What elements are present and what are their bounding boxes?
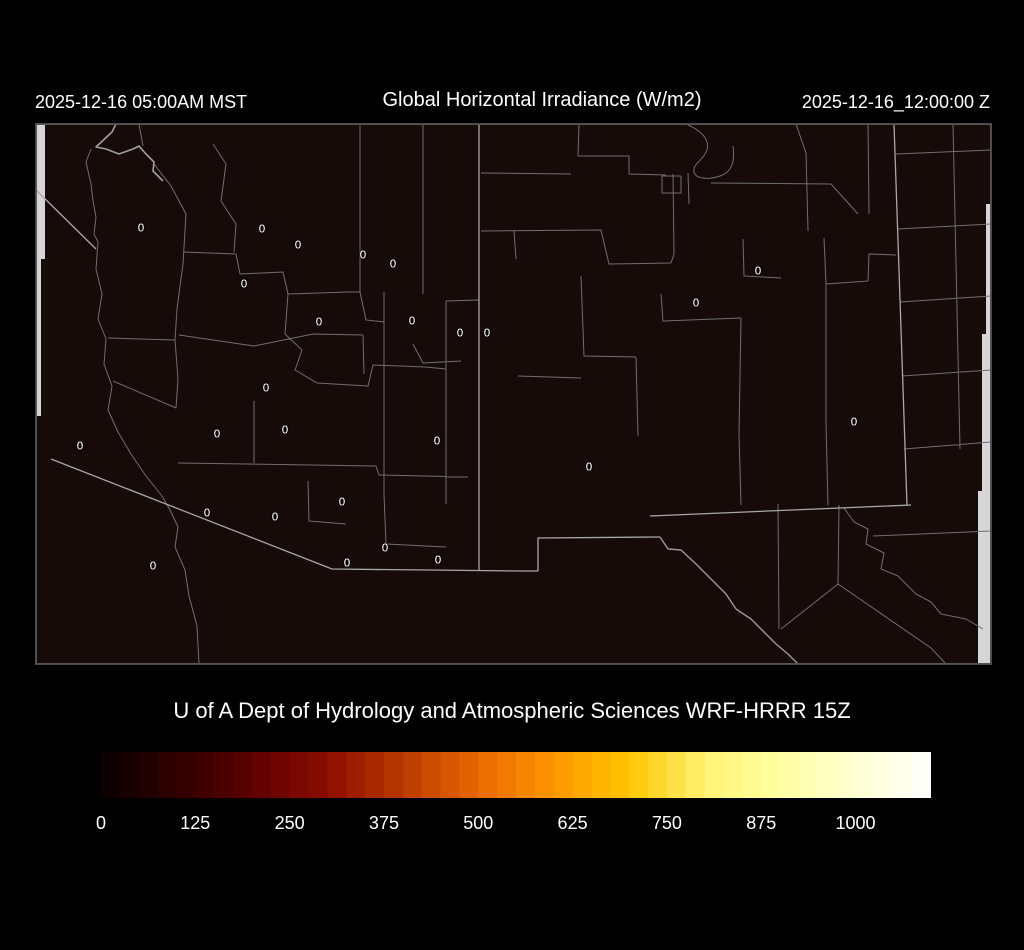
station-value-label: 0 <box>149 559 157 573</box>
station-value-label: 0 <box>754 264 762 278</box>
station-value-label: 0 <box>434 553 442 567</box>
station-value-label: 0 <box>850 415 858 429</box>
station-value-label: 0 <box>76 439 84 453</box>
colorbar-gradient <box>101 752 931 798</box>
source-caption: U of A Dept of Hydrology and Atmospheric… <box>173 698 851 723</box>
valid-time-utc-label: 2025-12-16_12:00:00 Z <box>801 92 990 112</box>
colorbar-tick-label: 250 <box>274 813 305 833</box>
station-value-label: 0 <box>315 315 323 329</box>
station-value-label: 0 <box>137 221 145 235</box>
station-value-label: 0 <box>240 277 248 291</box>
county-borders <box>85 124 991 664</box>
rio-grande-river <box>659 536 799 664</box>
map-stations: 0 0 0 0 0 0 0 0 0 0 0 0 0 0 0 0 0 0 0 0 0 0 0 0 0 0 <box>36 124 991 664</box>
station-value-label: 0 <box>408 314 416 328</box>
station-value-label: 0 <box>456 326 464 340</box>
station-value-label: 0 <box>271 510 279 524</box>
station-value-label: 0 <box>281 423 289 437</box>
station-value-label: 0 <box>585 460 593 474</box>
out-of-domain-right <box>978 204 991 664</box>
colorbar-tick-label: 750 <box>651 813 682 833</box>
valid-time-local-label: 2025-12-16 05:00AM MST <box>35 92 248 112</box>
station-value-label: 0 <box>203 506 211 520</box>
map-svg <box>36 124 991 664</box>
station-value-label: 0 <box>483 326 491 340</box>
colorbar-tick-label: 1000 <box>835 813 876 833</box>
colorbar-tick-label: 375 <box>368 813 399 833</box>
colorado-river <box>95 124 164 182</box>
station-value-label: 0 <box>338 495 346 509</box>
colorbar-tick-label: 500 <box>463 813 494 833</box>
colorbar-tick-label: 875 <box>746 813 777 833</box>
colorbar-ticks: 0 125 250 375 500 625 750 875 1000 <box>0 813 1024 837</box>
colorbar-tick-label: 0 <box>95 813 107 833</box>
colorbar-tick-label: 125 <box>180 813 211 833</box>
page-title: Global Horizontal Irradiance (W/m2) <box>382 89 702 111</box>
station-value-label: 0 <box>381 541 389 555</box>
station-value-label: 0 <box>359 248 367 262</box>
map-frame <box>36 124 991 664</box>
state-borders <box>36 124 912 572</box>
station-value-label: 0 <box>433 434 441 448</box>
station-value-label: 0 <box>213 427 221 441</box>
colorbar-tick-label: 625 <box>557 813 588 833</box>
station-value-label: 0 <box>262 381 270 395</box>
station-value-label: 0 <box>258 222 266 236</box>
station-value-label: 0 <box>692 296 700 310</box>
station-value-label: 0 <box>389 257 397 271</box>
irradiance-map: 0 0 0 0 0 0 0 0 0 0 0 0 0 0 0 0 0 0 0 0 0 0 0 0 0 0 <box>35 123 992 665</box>
station-value-label: 0 <box>343 556 351 570</box>
station-value-label: 0 <box>294 238 302 252</box>
